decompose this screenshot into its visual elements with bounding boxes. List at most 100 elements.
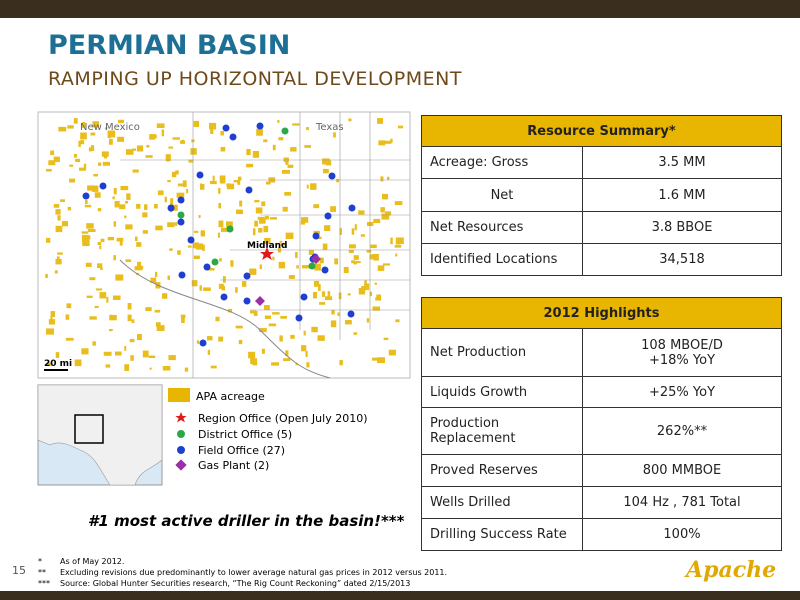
acreage [85, 262, 92, 267]
acreage [53, 204, 60, 208]
acreage [254, 220, 258, 227]
acreage [283, 358, 291, 362]
field-office [167, 204, 175, 212]
acreage [272, 144, 276, 151]
acreage [219, 258, 222, 262]
acreage [82, 239, 90, 247]
acreage [137, 334, 142, 341]
field-office [203, 263, 211, 271]
acreage [207, 349, 211, 355]
acreage [124, 215, 127, 219]
acreage [46, 362, 53, 366]
acreage [277, 119, 280, 123]
table-header: 2012 Highlights [421, 297, 782, 329]
acreage [120, 185, 129, 191]
acreage [257, 216, 265, 220]
acreage [172, 137, 180, 140]
acreage [227, 308, 233, 313]
acreage [230, 260, 234, 266]
acreage [384, 211, 392, 216]
acreage [112, 295, 121, 300]
table-row: Identified Locations 34,518 [421, 243, 782, 276]
gas-plant [255, 296, 265, 306]
row-value: 1.6 MM [582, 178, 782, 212]
acreage [295, 252, 298, 258]
acreage [347, 293, 351, 296]
acreage [81, 348, 89, 355]
row-value: 800 MMBOE [582, 454, 782, 487]
acreage [390, 237, 393, 245]
acreage [206, 336, 213, 341]
acreage [287, 164, 294, 168]
field-office [256, 122, 264, 130]
acreage [319, 302, 326, 305]
legend-label: Region Office (Open July 2010) [198, 412, 368, 425]
field-office [199, 339, 207, 347]
acreage [200, 184, 205, 190]
acreage [360, 234, 365, 237]
acreage [193, 255, 200, 259]
acreage [278, 261, 286, 269]
acreage [117, 119, 125, 124]
row-value: 108 MBOE/D +18% YoY [582, 328, 782, 377]
acreage [113, 255, 116, 261]
acreage [97, 242, 102, 245]
acreage [184, 367, 189, 372]
acreage [66, 303, 72, 309]
acreage [105, 364, 111, 368]
acreage [381, 213, 390, 220]
footnote-mark: *** [38, 579, 50, 588]
acreage [358, 210, 365, 215]
acreage [221, 286, 226, 291]
district-office [308, 262, 316, 270]
inset-focus [74, 414, 104, 444]
page-number: 15 [12, 564, 26, 577]
acreage [94, 192, 101, 198]
acreage [88, 147, 92, 152]
acreage [372, 306, 381, 311]
footnote: *** Source: Global Hunter Securities rese… [38, 578, 447, 589]
acreage [57, 215, 61, 221]
acreage [258, 227, 263, 233]
acreage [119, 240, 123, 246]
district-office [226, 225, 234, 233]
acreage [220, 146, 226, 152]
table-row: Net Production 108 MBOE/D +18% YoY [421, 328, 782, 377]
acreage [318, 284, 321, 291]
table-row: Liquids Growth +25% YoY [421, 376, 782, 408]
acreage [246, 148, 251, 156]
bottom-bar [0, 591, 800, 600]
highlights-table: 2012 Highlights Net Production 108 MBOE/D +… [421, 297, 782, 551]
acreage [142, 230, 148, 234]
acreage [46, 168, 52, 172]
acreage [331, 309, 335, 315]
acreage [81, 234, 89, 242]
acreage [334, 258, 339, 265]
acreage [324, 225, 331, 232]
field-office [245, 186, 253, 194]
field-office [295, 314, 303, 322]
acreage [271, 362, 279, 366]
field-office [177, 218, 185, 226]
title: PERMIAN BASIN [48, 30, 291, 61]
acreage [81, 231, 89, 234]
acreage [176, 192, 185, 198]
acreage [354, 224, 357, 231]
acreage [98, 162, 102, 166]
field-office [178, 271, 186, 279]
acreage [261, 201, 266, 207]
acreage [322, 243, 328, 250]
acreage [209, 122, 217, 130]
acreage [48, 160, 56, 166]
acreage [50, 315, 53, 321]
map-label: Midland [247, 241, 288, 251]
acreage [269, 217, 277, 220]
acreage [186, 188, 189, 194]
acreage [377, 357, 386, 364]
acreage [110, 314, 113, 320]
acreage [187, 245, 192, 248]
acreage [210, 127, 214, 134]
acreage [89, 316, 97, 320]
acreage [250, 357, 256, 365]
acreage [282, 169, 290, 174]
